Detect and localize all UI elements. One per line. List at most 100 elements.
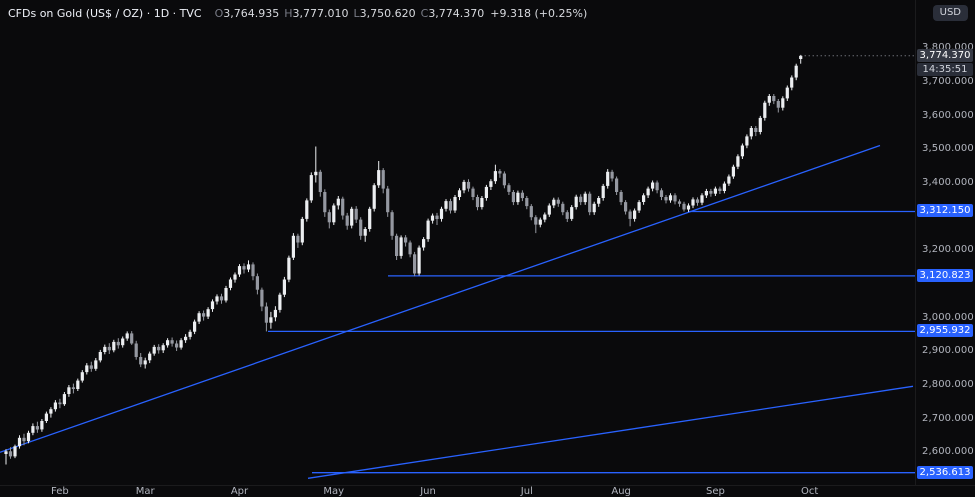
candle bbox=[444, 199, 448, 212]
candle bbox=[40, 419, 44, 432]
trendline[interactable] bbox=[0, 144, 881, 453]
candle bbox=[502, 171, 506, 189]
candle bbox=[62, 392, 66, 406]
candle bbox=[588, 191, 592, 216]
last-price-badge[interactable]: 3,774.370 bbox=[917, 48, 973, 62]
time-tick-label: Sep bbox=[705, 486, 725, 497]
candle bbox=[291, 233, 295, 260]
candle bbox=[413, 251, 417, 277]
candle bbox=[161, 343, 165, 353]
currency-button[interactable]: USD bbox=[932, 5, 968, 21]
candle bbox=[430, 213, 435, 224]
candle bbox=[758, 115, 762, 135]
candle bbox=[695, 197, 700, 206]
candle bbox=[219, 293, 224, 304]
candle bbox=[323, 189, 327, 217]
candle bbox=[58, 398, 62, 409]
candle bbox=[615, 176, 619, 195]
candle bbox=[76, 378, 80, 391]
trendline[interactable] bbox=[307, 385, 914, 479]
time-axis[interactable]: Feb Mar Apr May Jun Jul Aug Sep Oct bbox=[0, 485, 975, 497]
candle bbox=[597, 196, 601, 207]
candle bbox=[637, 200, 641, 213]
candle bbox=[139, 353, 143, 368]
candle bbox=[592, 201, 596, 215]
candle bbox=[193, 319, 197, 335]
candle bbox=[175, 340, 179, 351]
candle bbox=[457, 188, 462, 201]
candle bbox=[98, 349, 102, 363]
candle bbox=[13, 444, 17, 459]
candle bbox=[475, 194, 480, 211]
candle bbox=[448, 198, 453, 214]
candle bbox=[583, 191, 587, 205]
time-tick-label: Feb bbox=[51, 486, 69, 497]
ohlc-value: 3,777.010 bbox=[292, 7, 349, 20]
candle bbox=[520, 190, 524, 202]
candle bbox=[767, 94, 771, 106]
price-tick-label: 2,800.000 bbox=[922, 378, 974, 390]
candle bbox=[224, 285, 228, 303]
candle bbox=[345, 212, 349, 230]
candle bbox=[4, 449, 8, 465]
candle bbox=[327, 209, 331, 229]
candle bbox=[377, 161, 381, 188]
candle bbox=[53, 400, 57, 412]
candle bbox=[318, 169, 322, 197]
candle bbox=[390, 210, 394, 240]
candle bbox=[574, 194, 578, 210]
candle bbox=[628, 209, 632, 227]
candle bbox=[287, 255, 291, 283]
candle bbox=[116, 338, 120, 349]
candle bbox=[772, 94, 776, 105]
candle bbox=[278, 292, 282, 313]
price-level-badge[interactable]: 2,536.613 bbox=[917, 465, 973, 479]
candle bbox=[282, 276, 286, 298]
candle bbox=[305, 198, 309, 222]
candle bbox=[700, 193, 704, 206]
legend-change: +9.318 (+0.25%) bbox=[490, 7, 588, 20]
price-axis[interactable]: USD 3,800.000 3,700.000 3,600.000 3,500.000… bbox=[915, 0, 975, 485]
candle bbox=[718, 186, 722, 194]
candle bbox=[206, 307, 210, 319]
candle bbox=[26, 430, 31, 444]
candlestick-chart[interactable] bbox=[0, 0, 915, 485]
candle bbox=[332, 203, 336, 225]
candle bbox=[143, 357, 147, 369]
time-tick-label: Mar bbox=[135, 486, 155, 497]
candle bbox=[642, 193, 646, 205]
candle bbox=[17, 435, 22, 449]
candle bbox=[354, 206, 358, 223]
candle bbox=[727, 174, 731, 186]
ohlc-key: C bbox=[420, 7, 429, 20]
candle bbox=[210, 299, 215, 312]
price-level-badge[interactable]: 2,955.932 bbox=[917, 324, 973, 338]
candle bbox=[395, 233, 399, 260]
candle bbox=[736, 154, 740, 170]
candle bbox=[749, 126, 753, 140]
candle bbox=[336, 196, 340, 210]
candle bbox=[754, 126, 758, 137]
price-tick-label: 2,900.000 bbox=[922, 345, 974, 357]
time-tick-label: Aug bbox=[611, 486, 631, 497]
candle bbox=[85, 363, 89, 375]
candle bbox=[763, 100, 767, 121]
candle bbox=[134, 340, 138, 360]
candle bbox=[668, 193, 673, 203]
candle bbox=[624, 200, 628, 215]
candle bbox=[44, 411, 48, 423]
candle bbox=[197, 311, 201, 324]
candle bbox=[691, 197, 695, 209]
candle bbox=[188, 329, 192, 340]
candle bbox=[426, 218, 430, 242]
price-level-badge[interactable]: 3,120.823 bbox=[917, 268, 973, 282]
candle bbox=[511, 190, 515, 206]
price-tick-label: 2,700.000 bbox=[922, 412, 974, 424]
candle bbox=[71, 383, 75, 394]
candle bbox=[107, 343, 111, 354]
symbol-title[interactable]: CFDs on Gold (US$ / OZ) · 1D · TVC bbox=[8, 7, 202, 20]
price-tick-label: 3,500.000 bbox=[922, 143, 974, 155]
price-tick-label: 3,000.000 bbox=[922, 311, 974, 323]
candle bbox=[228, 277, 233, 291]
price-level-badge[interactable]: 3,312.150 bbox=[917, 204, 973, 218]
